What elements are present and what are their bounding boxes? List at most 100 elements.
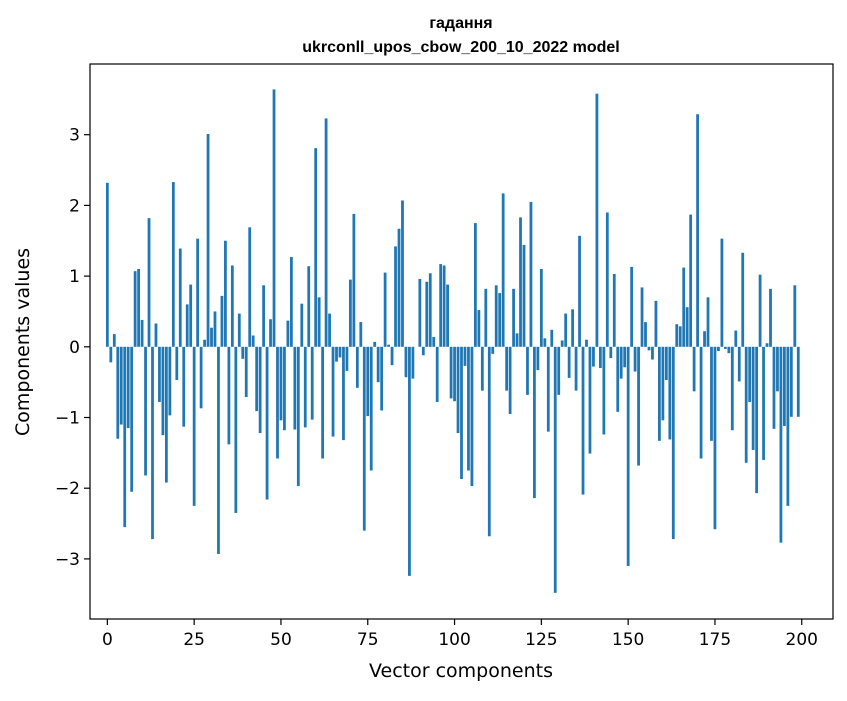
bar-196	[786, 347, 789, 506]
bar-98	[446, 285, 449, 347]
bar-171	[700, 347, 703, 459]
bar-25	[193, 347, 196, 506]
bar-40	[245, 347, 248, 397]
y-tick-label: 1	[69, 267, 80, 287]
bar-85	[401, 200, 404, 346]
x-tick-label: 125	[525, 630, 557, 650]
bar-197	[790, 347, 793, 417]
bar-161	[665, 347, 668, 380]
bar-77	[373, 342, 376, 347]
bar-71	[352, 214, 355, 347]
bar-55	[297, 347, 300, 486]
bar-45	[262, 285, 265, 347]
bar-21	[179, 249, 182, 347]
bar-198	[793, 285, 796, 347]
bar-90	[418, 279, 421, 347]
bar-44	[259, 347, 262, 433]
bar-74	[363, 347, 366, 531]
bar-0	[106, 183, 109, 347]
bar-135	[575, 347, 578, 391]
bar-133	[568, 347, 571, 378]
bar-141	[596, 94, 599, 347]
x-tick-label: 50	[270, 630, 292, 650]
bar-96	[439, 264, 442, 347]
bar-24	[189, 285, 192, 347]
bar-16	[162, 347, 165, 435]
bar-36	[231, 266, 234, 347]
bar-168	[689, 215, 692, 347]
bar-177	[721, 239, 724, 347]
bar-59	[311, 347, 314, 420]
bar-58	[307, 266, 310, 347]
bar-175	[714, 347, 717, 529]
bar-18	[168, 347, 171, 416]
bar-130	[557, 347, 560, 395]
bar-166	[682, 268, 685, 347]
bar-14	[155, 323, 158, 346]
bar-41	[248, 227, 251, 346]
bar-30	[210, 328, 213, 347]
bar-73	[359, 322, 362, 347]
bar-72	[356, 347, 359, 388]
bar-13	[151, 347, 154, 539]
bar-43	[255, 347, 258, 411]
bar-63	[325, 118, 328, 346]
bar-84	[398, 229, 401, 347]
x-tick-label: 75	[357, 630, 379, 650]
bar-128	[550, 330, 553, 347]
bar-102	[460, 347, 463, 479]
bar-126	[543, 338, 546, 346]
bar-42	[252, 335, 255, 346]
bar-118	[516, 333, 519, 346]
bar-151	[630, 267, 633, 347]
bar-66	[335, 347, 338, 362]
bar-145	[609, 347, 612, 358]
bar-6	[127, 347, 130, 428]
bar-176	[717, 347, 720, 351]
bar-5	[123, 347, 126, 527]
bar-193	[776, 347, 779, 392]
bar-22	[182, 347, 185, 427]
bar-153	[637, 347, 640, 466]
bar-121	[526, 347, 529, 395]
bar-12	[148, 218, 151, 347]
bar-139	[589, 347, 592, 454]
bar-23	[186, 304, 189, 346]
bar-47	[269, 319, 272, 347]
bar-35	[227, 347, 230, 445]
bar-160	[661, 347, 664, 421]
bar-92	[425, 282, 428, 347]
bar-3	[116, 347, 119, 439]
x-tick-label: 0	[102, 630, 113, 650]
x-tick-label: 200	[786, 630, 818, 650]
bar-146	[613, 274, 616, 347]
bar-182	[738, 347, 741, 382]
bar-48	[273, 89, 276, 346]
bar-170	[696, 114, 699, 347]
bar-19	[172, 182, 175, 347]
bar-124	[536, 347, 539, 370]
bar-181	[734, 331, 737, 347]
bar-82	[391, 347, 394, 365]
bar-81	[387, 345, 390, 347]
bar-150	[627, 347, 630, 566]
bar-149	[623, 347, 626, 368]
bar-104	[467, 347, 470, 471]
bar-183	[741, 253, 744, 347]
bar-191	[769, 289, 772, 347]
y-tick-label: 2	[69, 196, 80, 216]
bar-180	[731, 347, 734, 430]
bar-11	[144, 347, 147, 476]
bar-162	[668, 347, 671, 440]
bar-7	[130, 347, 133, 492]
bar-20	[175, 347, 178, 380]
bar-10	[141, 320, 144, 347]
bar-120	[523, 245, 526, 347]
bar-27	[200, 347, 203, 409]
y-tick-label: −3	[55, 550, 80, 570]
bar-147	[616, 347, 619, 412]
bar-83	[394, 246, 397, 346]
bar-103	[464, 347, 467, 366]
bar-75	[366, 347, 369, 416]
